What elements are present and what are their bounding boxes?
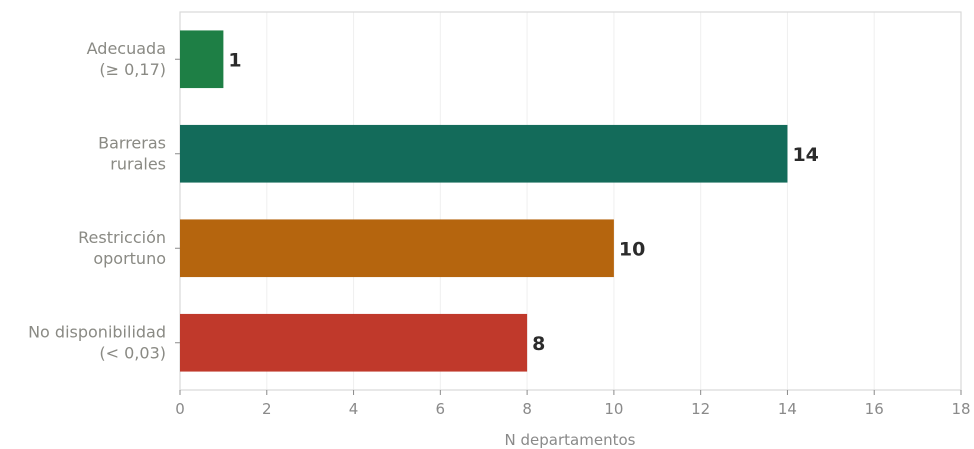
x-tick-label: 4	[349, 400, 359, 418]
bar-value-label: 10	[619, 238, 645, 260]
category-label: Adecuada	[87, 39, 166, 58]
plot-frame	[179, 11, 962, 391]
x-tick-label: 6	[436, 400, 446, 418]
category-labels: Adecuada (≥ 0,17) Barreras rurales Restricci…	[28, 39, 166, 363]
category-label: Barreras	[98, 133, 166, 152]
x-tick-label: 10	[604, 400, 623, 418]
x-tick-label: 18	[951, 400, 970, 418]
x-axis-ticks: 0 2 4 6 8 10 12 14 16 18	[175, 390, 971, 418]
bar	[180, 30, 224, 89]
x-tick-label: 8	[522, 400, 532, 418]
category-label: (< 0,03)	[99, 343, 166, 362]
category-label: rurales	[110, 154, 166, 173]
bar	[180, 219, 614, 278]
bar	[180, 124, 788, 183]
x-tick-label: 16	[865, 400, 884, 418]
x-axis-title: N departamentos	[505, 431, 636, 449]
bar-value-label: 14	[792, 144, 818, 166]
bar-value-label: 8	[532, 333, 545, 355]
x-tick-label: 2	[262, 400, 272, 418]
grid-lines	[266, 12, 875, 390]
category-label: No disponibilidad	[28, 322, 166, 341]
value-labels: 1 14 10 8	[228, 49, 819, 355]
bar-value-label: 1	[228, 49, 241, 71]
category-label: oportuno	[93, 249, 166, 268]
category-label: Restricción	[78, 228, 166, 247]
category-label: (≥ 0,17)	[99, 60, 166, 79]
bars	[180, 30, 788, 372]
bar	[180, 313, 528, 372]
x-tick-label: 12	[691, 400, 710, 418]
x-tick-label: 0	[175, 400, 185, 418]
y-axis-ticks	[175, 58, 180, 344]
x-tick-label: 14	[778, 400, 797, 418]
